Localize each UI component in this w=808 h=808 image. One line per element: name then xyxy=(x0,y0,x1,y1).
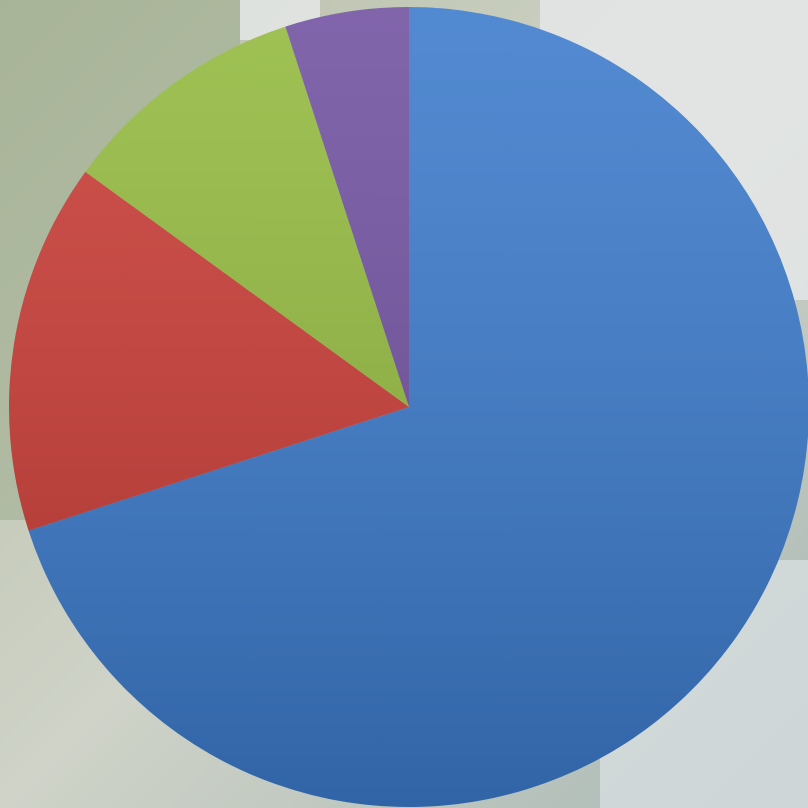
pie xyxy=(9,7,808,807)
